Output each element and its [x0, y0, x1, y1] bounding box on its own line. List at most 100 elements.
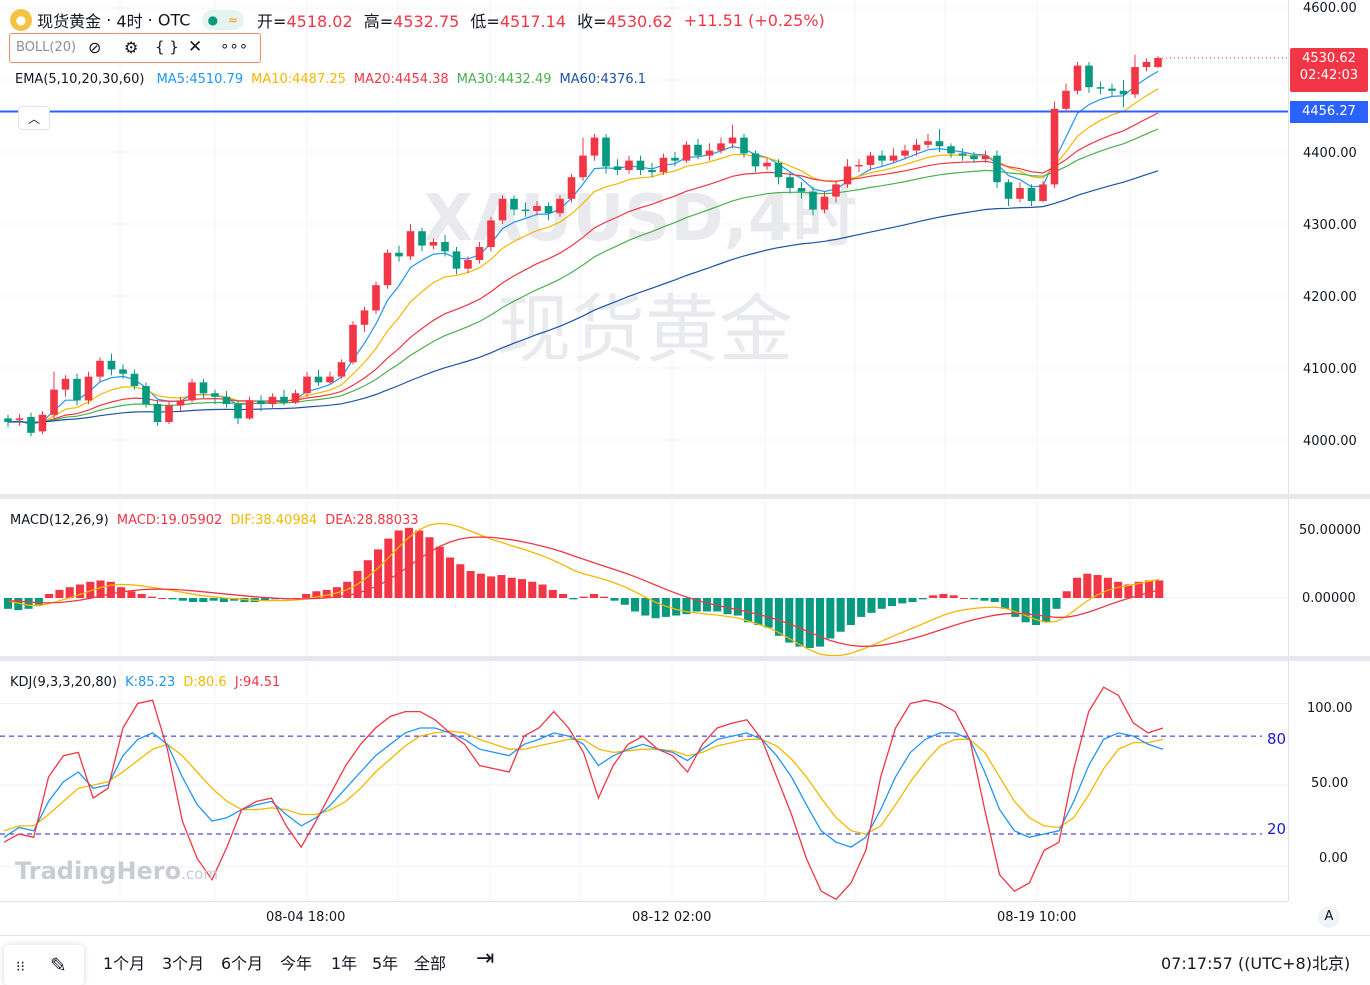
macd-histogram-bar — [466, 571, 475, 598]
drag-handle-icon[interactable]: ⁝⁝ — [16, 959, 25, 975]
macd-histogram-bar — [4, 598, 13, 609]
boll-indicator-box[interactable]: BOLL(20) ⊘ ⚙ { } ✕ ∘∘∘ — [9, 33, 261, 63]
high-value: 4532.75 — [393, 12, 460, 31]
kdj-band-20-label: 20 — [1267, 820, 1287, 838]
candle-body — [498, 198, 507, 221]
macd-histogram-bar — [744, 598, 753, 623]
macd-axis[interactable]: 50.00000 0.00000 — [1288, 499, 1370, 656]
candle-body — [947, 146, 955, 154]
macd-histogram-bar — [435, 546, 444, 598]
candle-body — [809, 191, 817, 210]
candle-body — [1142, 62, 1151, 68]
range-6m[interactable]: 6个月 — [221, 954, 264, 973]
range-ytd[interactable]: 今年 — [280, 954, 313, 973]
macd-histogram-bar — [55, 589, 64, 598]
macd-pane[interactable]: MACD(12,26,9) MACD:19.05902 DIF:38.40984… — [0, 499, 1288, 656]
dea-line — [7, 536, 1160, 647]
kdj-axis[interactable]: 100.00 50.00 0.00 80 20 — [1267, 661, 1370, 901]
range-1y[interactable]: 1年 — [331, 954, 358, 973]
macd-histogram-bar — [1021, 598, 1030, 623]
range-1m[interactable]: 1个月 — [103, 954, 146, 973]
candle-body — [130, 373, 139, 386]
kdj-tick: 100.00 — [1307, 701, 1353, 716]
macd-histogram-bar — [702, 598, 712, 612]
macd-histogram-bar — [795, 598, 804, 647]
pen-draw-icon[interactable]: ✎ — [50, 953, 67, 977]
macd-histogram-bar — [620, 598, 629, 605]
candle-body — [717, 143, 725, 151]
macd-histogram-bar — [918, 598, 927, 600]
candle-body — [487, 220, 495, 248]
candle-body — [360, 310, 369, 325]
kdj-pane[interactable]: KDJ(9,3,3,20,80) K:85.23 D:80.6 J:94.51 … — [0, 661, 1288, 901]
macd-histogram-bar — [887, 598, 897, 607]
price-tick: 4100.00 — [1303, 362, 1357, 377]
price-pane[interactable]: XAUUSD,4时 现货黄金 ● 现货黄金 · 4时 · OTC ● ≈ 开=45… — [0, 0, 1288, 495]
macd-histogram-bar — [651, 598, 660, 619]
ema-legend-item: MA60:4376.1 — [559, 72, 647, 87]
macd-histogram-bar — [826, 598, 835, 639]
remove-close-icon[interactable]: ✕ — [188, 37, 203, 57]
symbol-interval[interactable]: 4时 — [116, 12, 143, 31]
candle-body — [958, 153, 967, 156]
close-value: 4530.62 — [606, 12, 673, 31]
macd-histogram-bar — [384, 538, 393, 598]
range-5y[interactable]: 5年 — [372, 954, 399, 973]
macd-histogram-bar — [1031, 598, 1040, 625]
ema-title: EMA(5,10,20,30,60) — [15, 72, 145, 87]
price-tick: 4600.00 — [1303, 1, 1357, 16]
macd-histogram-bar — [425, 537, 434, 598]
candle-body — [901, 150, 909, 156]
macd-histogram-bar — [641, 598, 650, 616]
macd-histogram-bar — [723, 598, 732, 615]
macd-histogram-bar — [846, 598, 855, 625]
candle-body — [119, 369, 127, 374]
macd-histogram-bar — [774, 598, 783, 636]
macd-histogram-bar — [189, 598, 198, 603]
macd-histogram-bar — [260, 598, 270, 601]
low-value: 4517.14 — [499, 12, 566, 31]
pane-separator[interactable] — [0, 494, 1370, 499]
auto-scale-button[interactable]: A — [1318, 906, 1340, 928]
candle-body — [15, 418, 24, 420]
macd-histogram-bar — [394, 530, 403, 598]
price-tick: 4200.00 — [1303, 290, 1357, 305]
source-code-icon[interactable]: { } — [155, 38, 179, 56]
macd-histogram-bar — [230, 598, 239, 601]
candle-body — [257, 400, 265, 404]
time-axis[interactable]: 08-04 18:00 08-12 02:00 08-19 10:00 — [0, 901, 1288, 936]
date-range-calendar-icon[interactable]: ⇥ — [476, 946, 495, 971]
drawing-toolbar-corner[interactable]: ⁝⁝ ✎ — [4, 945, 84, 985]
candle-body — [1062, 90, 1070, 109]
macd-histogram-bar — [178, 598, 187, 601]
market-open-dot-icon: ● — [207, 13, 219, 27]
tilde-icon: ≈ — [227, 13, 238, 27]
candle-body — [613, 166, 622, 170]
candle-body — [50, 389, 58, 415]
candle-body — [165, 405, 173, 422]
macd-histogram-bar — [1042, 598, 1051, 623]
settings-gear-icon[interactable]: ⚙ — [124, 38, 139, 57]
clock-timezone[interactable]: 07:17:57 ((UTC+8)北京) — [1161, 954, 1351, 973]
macd-histogram-bar — [322, 589, 331, 598]
candle-body — [314, 376, 323, 383]
more-dots-icon[interactable]: ∘∘∘ — [220, 37, 249, 55]
macd-tick: 50.00000 — [1299, 523, 1362, 538]
macd-histogram-bar — [1083, 573, 1092, 598]
line-price: 4456.27 — [1302, 104, 1356, 119]
symbol-name[interactable]: 现货黄金 — [37, 12, 102, 31]
range-all[interactable]: 全部 — [414, 954, 447, 973]
candle-body — [579, 155, 587, 178]
macd-histogram-bar — [147, 596, 156, 598]
collapse-legend-button[interactable]: ︿ — [18, 106, 50, 130]
chevron-up-icon: ︿ — [27, 112, 40, 126]
market-status-badge[interactable]: ● ≈ — [201, 10, 244, 30]
pane-separator[interactable] — [0, 656, 1370, 661]
macd-histogram-bar — [404, 527, 413, 598]
range-3m[interactable]: 3个月 — [162, 954, 205, 973]
macd-histogram-bar — [1124, 584, 1133, 598]
candle-body — [889, 155, 898, 161]
hide-eye-icon[interactable]: ⊘ — [88, 38, 102, 57]
macd-histogram-bar — [517, 579, 527, 598]
